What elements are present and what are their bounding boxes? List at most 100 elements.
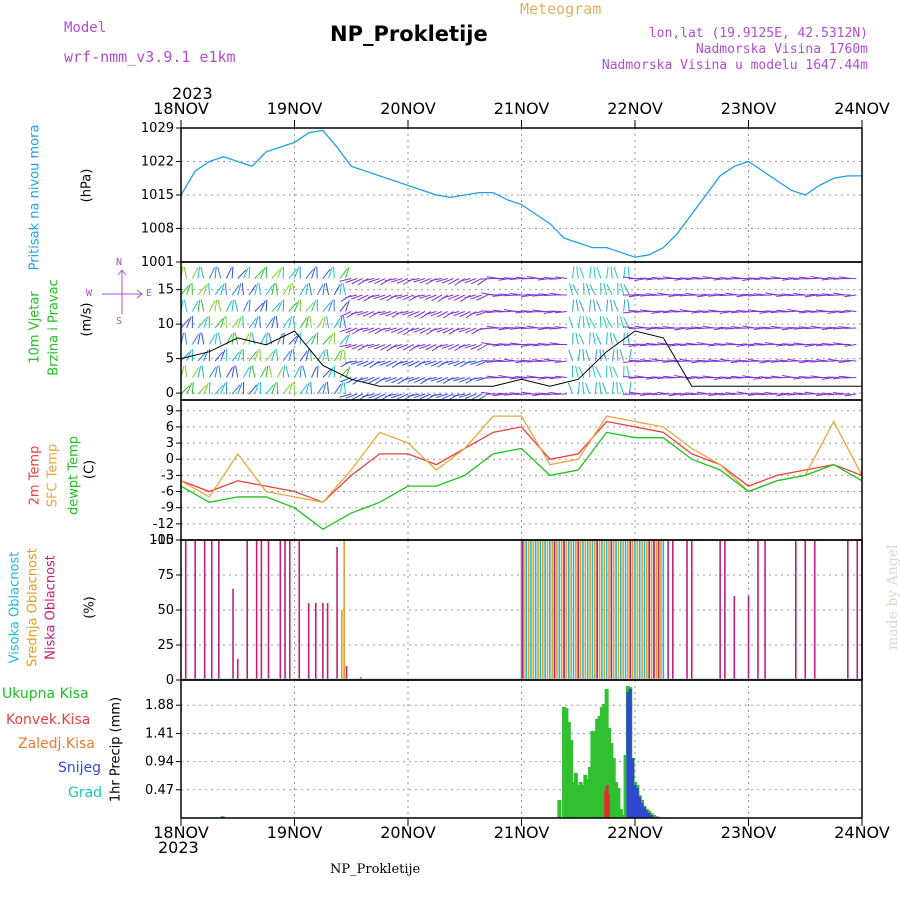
wind-arrow xyxy=(619,349,625,362)
wind-arrow xyxy=(362,327,375,332)
page-title: NP_Prokletije xyxy=(330,22,488,46)
wind-arrow xyxy=(798,326,811,329)
wind-arrow xyxy=(409,344,420,352)
wind-arrow xyxy=(220,283,225,296)
wind-arrow xyxy=(674,392,687,395)
x-tick-label-top: 24NOV xyxy=(834,99,890,118)
wind-arrow xyxy=(339,278,352,282)
pressure-line xyxy=(180,129,862,258)
wind-arrow xyxy=(214,318,223,329)
y-tick-label: -6 xyxy=(161,485,174,500)
wind-arrow xyxy=(345,366,351,378)
wind-arrow xyxy=(208,267,216,279)
wind-arrow xyxy=(271,316,276,329)
wind-arrow xyxy=(691,393,704,396)
wind-arrow xyxy=(328,366,334,378)
wind-arrow xyxy=(585,349,591,362)
wind-arrow xyxy=(606,284,613,296)
wind-arrow xyxy=(288,283,292,296)
location-coords: lon,lat (19.9125E, 42.5312N) xyxy=(648,26,868,41)
wind-arrow xyxy=(197,365,202,378)
wind-arrow xyxy=(577,316,581,329)
wind-arrow xyxy=(380,278,392,286)
wind-arrow xyxy=(469,377,482,381)
wind-arrow xyxy=(447,344,460,351)
wind-arrow xyxy=(787,344,800,346)
wind-arrow xyxy=(827,376,840,378)
wind-arrow xyxy=(248,266,251,279)
precip-bar xyxy=(650,815,654,818)
wind-arrow xyxy=(385,360,397,367)
wind-arrow xyxy=(368,377,380,384)
wind-arrow xyxy=(736,359,749,362)
wind-arrow xyxy=(628,294,641,298)
wind-arrow xyxy=(470,393,483,401)
wind-arrow xyxy=(374,393,386,400)
wind-arrow xyxy=(569,283,574,296)
wind-arrow xyxy=(626,332,630,345)
legend-total-rain: Ukupna Kisa xyxy=(2,686,89,702)
wind-arrow xyxy=(242,366,250,378)
wind-arrow xyxy=(197,318,207,329)
wind-arrow xyxy=(662,360,675,363)
wind-arrow xyxy=(481,278,494,280)
wind-arrow xyxy=(781,343,794,345)
wind-arrow xyxy=(543,376,556,378)
wind-arrow xyxy=(373,294,386,300)
wind-arrow xyxy=(413,344,426,348)
wind-arrow xyxy=(764,310,777,312)
wind-arrow xyxy=(702,293,715,296)
wind-arrow xyxy=(509,377,522,380)
wind-arrow xyxy=(340,294,352,302)
wind-arrow xyxy=(242,315,244,329)
wind-arrow xyxy=(288,382,293,395)
wind-arrow xyxy=(832,377,846,380)
wind-arrow xyxy=(679,277,692,279)
wind-arrow xyxy=(214,351,224,362)
wind-arrow xyxy=(436,311,448,318)
wind-arrow xyxy=(634,360,647,363)
wind-arrow xyxy=(515,393,528,396)
wind-arrow xyxy=(611,382,615,395)
wind-arrow xyxy=(396,278,409,284)
wind-arrow xyxy=(526,311,539,313)
wind-arrow xyxy=(447,294,460,300)
wind-arrow xyxy=(225,267,232,279)
wind-arrow xyxy=(385,311,397,317)
wind-arrow xyxy=(736,344,749,347)
year-top: 2023 xyxy=(172,84,213,103)
wind-arrow xyxy=(180,318,190,329)
wind-arrow xyxy=(685,392,698,395)
wind-arrow xyxy=(265,284,274,296)
wind-arrow xyxy=(214,384,224,395)
wind-arrow xyxy=(413,377,426,384)
wind-arrow xyxy=(362,311,375,317)
wind-arrow xyxy=(208,300,216,312)
wind-arrow xyxy=(305,302,315,312)
precip-bar xyxy=(623,755,628,818)
wind-arrow xyxy=(606,299,609,312)
wind-arrow xyxy=(260,333,267,345)
wind-arrow xyxy=(543,311,556,314)
wind-arrow xyxy=(713,293,726,296)
wind-arrow xyxy=(396,360,409,365)
wind-arrow xyxy=(759,311,772,314)
wind-arrow xyxy=(567,382,574,395)
wind-arrow xyxy=(477,278,488,286)
y-tick-label: 6 xyxy=(166,420,174,435)
wind-arrow xyxy=(275,316,278,329)
wind-arrow xyxy=(237,349,243,362)
wind-arrow xyxy=(403,393,414,401)
wind-arrow xyxy=(254,269,264,279)
wind-arrow xyxy=(696,294,709,298)
wind-arrow xyxy=(613,300,619,312)
wind-arrow xyxy=(271,382,277,395)
wind-arrow xyxy=(333,284,341,296)
year-bottom: 2023 xyxy=(158,838,199,857)
wind-arrow xyxy=(595,366,602,378)
wind-arrow xyxy=(742,293,755,296)
wind-arrow xyxy=(322,382,327,395)
wind-arrow xyxy=(231,284,240,296)
wind-arrow xyxy=(254,349,259,362)
wind-arrow xyxy=(549,327,562,330)
